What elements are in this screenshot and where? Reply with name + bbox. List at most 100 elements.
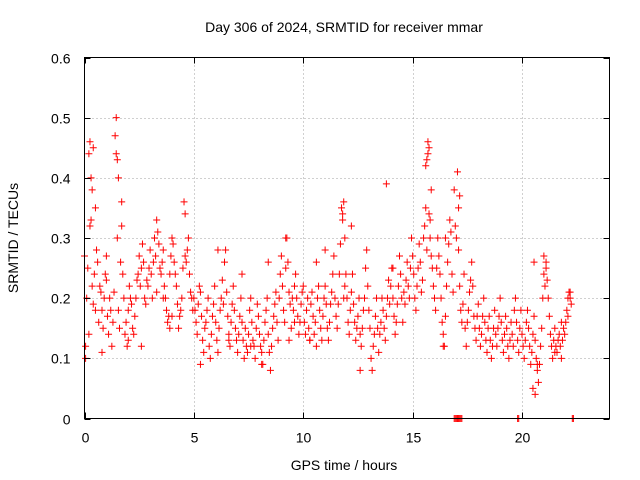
data-point [509,342,517,350]
data-point [221,258,228,266]
data-point [307,300,315,308]
data-point [356,330,364,338]
data-point [544,294,552,302]
data-point [416,258,424,266]
data-point [560,324,568,332]
data-point [530,258,538,266]
data-point [251,354,259,362]
data-point [369,342,377,350]
data-point [156,264,164,272]
data-point [451,222,459,230]
data-point [121,330,129,338]
data-point [313,294,321,302]
data-point [375,348,383,356]
data-point [266,366,274,374]
data-point [211,282,219,290]
data-point [455,204,463,212]
data-point [274,336,282,344]
data-point [285,336,293,344]
data-point [270,312,278,320]
data-point [558,336,566,344]
data-point [389,294,397,302]
data-point [350,300,358,308]
data-point [546,330,554,338]
y-tick-label: 0.1 [51,351,71,367]
data-point [345,330,353,338]
y-tick-label: 0.6 [51,51,71,67]
data-point [426,216,434,224]
data-point [449,288,457,296]
data-point [323,324,331,332]
data-point [415,240,423,248]
data-point [170,258,178,266]
data-point [311,318,319,326]
data-point [284,258,292,266]
data-point [275,294,283,302]
data-point [304,294,312,302]
data-point [540,270,548,278]
data-point [497,318,505,326]
data-point [434,234,442,242]
data-point [491,306,499,314]
data-point [357,342,365,350]
data-point [278,282,286,290]
data-point [400,288,408,296]
data-point [94,258,102,266]
data-point [499,348,507,356]
data-point [106,294,114,302]
data-point [358,324,366,332]
data-point [518,330,526,338]
data-point [557,318,565,326]
data-point [537,342,545,350]
data-point [102,276,110,284]
data-point [110,288,118,296]
data-point [85,150,93,158]
x-tick-label: 20 [515,430,531,446]
data-point [206,354,214,362]
data-point [441,312,449,320]
data-point [222,246,230,254]
data-point [408,234,416,242]
data-point [236,312,244,320]
data-point [282,264,290,272]
data-point [321,282,329,290]
data-point [542,258,550,266]
data-point [493,342,501,350]
data-point [264,258,272,266]
data-point [456,282,464,290]
data-point [199,336,207,344]
data-point [192,318,200,326]
data-point [346,306,354,314]
data-point [119,270,127,278]
data-point [160,282,168,290]
data-point [506,336,514,344]
data-point [371,312,379,320]
data-point [420,234,428,242]
data-point [173,300,181,308]
data-point [147,270,155,278]
data-point [217,294,225,302]
data-point [316,306,324,314]
data-point [131,312,139,320]
data-point [98,348,106,356]
data-point [114,174,122,182]
data-point [287,324,295,332]
data-point [148,294,156,302]
data-point [460,270,468,278]
data-point [136,282,144,290]
data-point [532,354,540,362]
data-point [282,234,290,242]
data-point [227,318,235,326]
data-point [196,360,204,368]
data-point [529,384,537,392]
data-point [85,330,93,338]
data-point [376,330,384,338]
data-point [240,354,248,362]
data-point [398,294,406,302]
data-point [427,186,435,194]
data-point [542,264,550,272]
data-point [87,216,95,224]
data-point [123,342,131,350]
data-point [212,318,220,326]
data-point [216,306,224,314]
